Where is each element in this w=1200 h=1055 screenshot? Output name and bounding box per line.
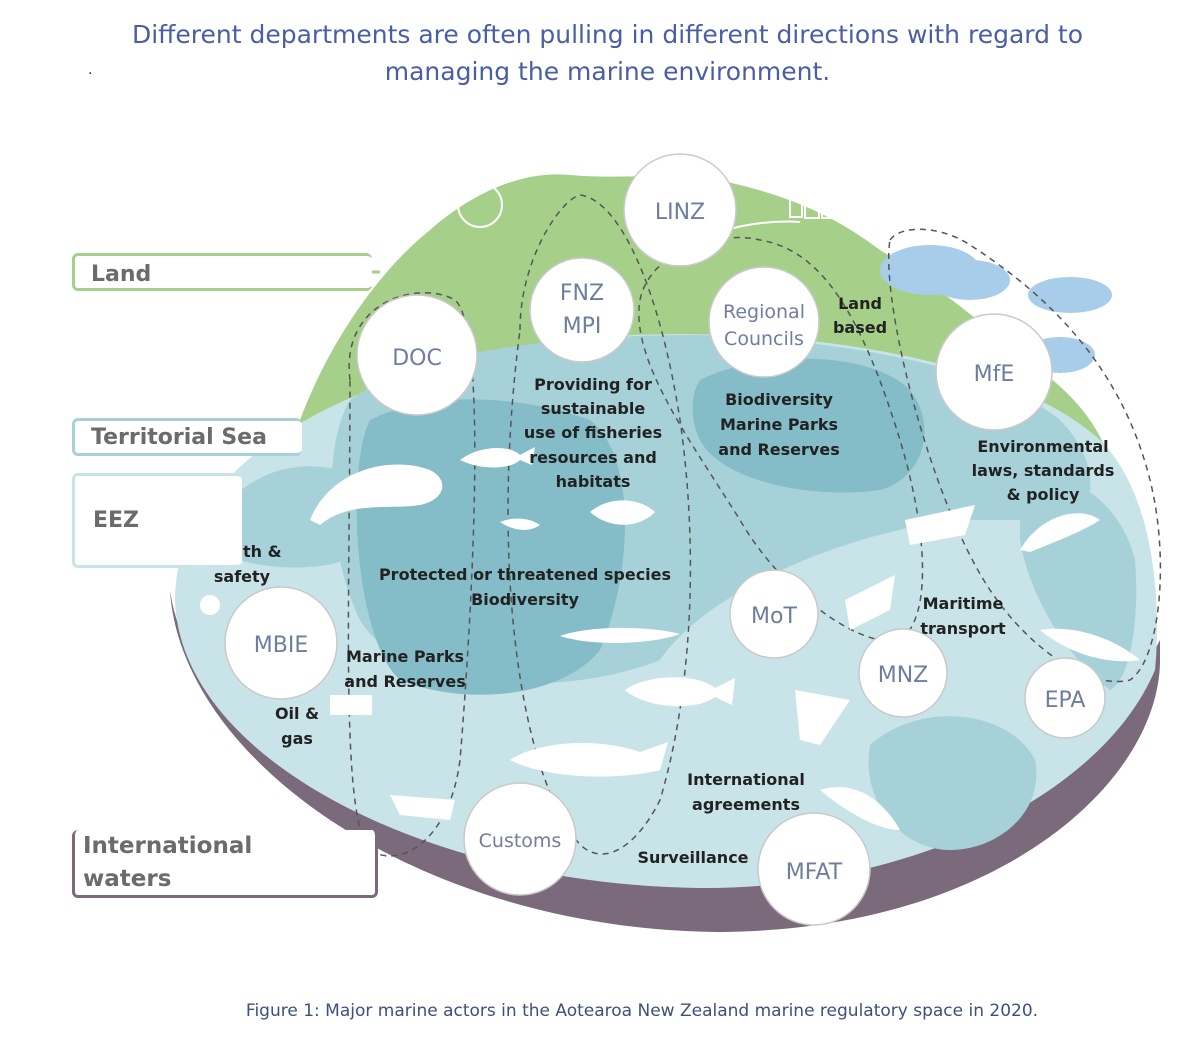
label-land-based-1: Land: [838, 294, 882, 313]
actor-mpi: MPI: [563, 314, 602, 339]
shark-bottom-icon: [820, 786, 900, 830]
label-fisheries-1: Providing for: [534, 375, 652, 394]
label-protected-2: Biodiversity: [471, 590, 579, 609]
label-land-based-2: based: [833, 318, 887, 337]
actor-circles: [224, 153, 1106, 926]
label-oil-1: Oil &: [275, 704, 319, 723]
actor-linz: LINZ: [655, 200, 705, 225]
label-fisheries-5: habitats: [556, 472, 631, 491]
boat-wreck-icon: [795, 690, 850, 745]
whale-icon: [310, 464, 443, 525]
marine-actors-diagram: LINZ FNZ MPI DOC Regional Councils MfE M…: [72, 153, 1162, 932]
city-icon: [789, 179, 841, 219]
label-health-2: safety: [214, 567, 271, 586]
label-intl-1: International: [687, 770, 805, 789]
actor-councils: Councils: [724, 328, 804, 350]
actor-mot: MoT: [751, 604, 797, 629]
title-line-2: managing the marine environment.: [384, 57, 831, 86]
label-fisheries-4: resources and: [529, 448, 657, 467]
page-title: Different departments are often pulling …: [0, 16, 1200, 90]
zone-land-label: Land: [91, 262, 152, 287]
actor-mfe: MfE: [974, 362, 1015, 387]
label-biodiv-1: Biodiversity: [725, 390, 833, 409]
actor-labels: LINZ FNZ MPI DOC Regional Councils MfE M…: [254, 200, 1086, 885]
label-intl-2: agreements: [692, 795, 800, 814]
boat-wreck-left-icon: [390, 795, 455, 820]
fish-icon: [460, 447, 535, 468]
stray-mark: .: [88, 62, 93, 78]
label-env-3: & policy: [1007, 485, 1080, 504]
sea-creatures: [200, 447, 1140, 830]
label-biodiv-3: and Reserves: [718, 440, 839, 459]
zone-international-label-2: waters: [83, 866, 172, 892]
label-surveillance: Surveillance: [637, 848, 748, 867]
actor-doc: DOC: [392, 346, 442, 371]
actor-epa: EPA: [1045, 688, 1086, 713]
biodiversity-region: [692, 358, 925, 493]
label-fisheries-2: sustainable: [541, 399, 645, 418]
label-fisheries-3: use of fisheries: [524, 423, 662, 442]
helmet-icon: [200, 595, 220, 615]
label-env-2: laws, standards: [972, 461, 1115, 480]
zone-eez-label: EEZ: [93, 508, 140, 533]
tuna-icon: [625, 677, 735, 707]
actor-mbie: MBIE: [254, 633, 308, 658]
label-env-1: Environmental: [977, 437, 1108, 456]
actor-fnz: FNZ: [560, 281, 604, 306]
factory-icon: [330, 695, 372, 715]
label-maritime-1: Maritime: [923, 594, 1004, 613]
zone-eez: EEZ: [72, 473, 242, 568]
boat-icon: [905, 505, 975, 545]
zone-international-waters: International waters: [72, 830, 378, 898]
figure-caption: Figure 1: Major marine actors in the Aot…: [245, 1001, 1039, 1021]
area-labels: Land based Providing for sustainable use…: [202, 294, 1114, 867]
title-line-1: Different departments are often pulling …: [131, 20, 1084, 49]
squid-icon: [500, 518, 540, 530]
international-region: [868, 716, 1037, 850]
boat-sinking-icon: [845, 575, 895, 630]
cloud-icon: [880, 245, 1112, 373]
shark-right-icon: [1040, 628, 1140, 662]
zone-territorial-sea-label: Territorial Sea: [91, 425, 267, 450]
label-parks-2: and Reserves: [344, 672, 465, 691]
zone-international-label-1: International: [83, 833, 253, 859]
actor-regional: Regional: [723, 301, 805, 323]
zone-land: Land: [72, 253, 372, 291]
zone-territorial-sea: Territorial Sea: [72, 418, 302, 456]
dolphin-icon: [1020, 513, 1100, 552]
label-oil-2: gas: [281, 729, 313, 748]
actor-mfat: MFAT: [786, 860, 843, 885]
tree-icon: [457, 182, 503, 228]
shark-icon: [510, 742, 668, 777]
barracouta-icon: [560, 627, 680, 643]
eez-left-region: [230, 466, 345, 568]
actor-mnz: MNZ: [878, 663, 929, 688]
actor-customs: Customs: [479, 830, 562, 852]
label-parks-1: Marine Parks: [346, 647, 464, 666]
label-protected-1: Protected or threatened species: [379, 565, 671, 584]
snapper-icon: [590, 500, 655, 525]
label-maritime-2: transport: [920, 619, 1006, 638]
label-biodiv-2: Marine Parks: [720, 415, 838, 434]
